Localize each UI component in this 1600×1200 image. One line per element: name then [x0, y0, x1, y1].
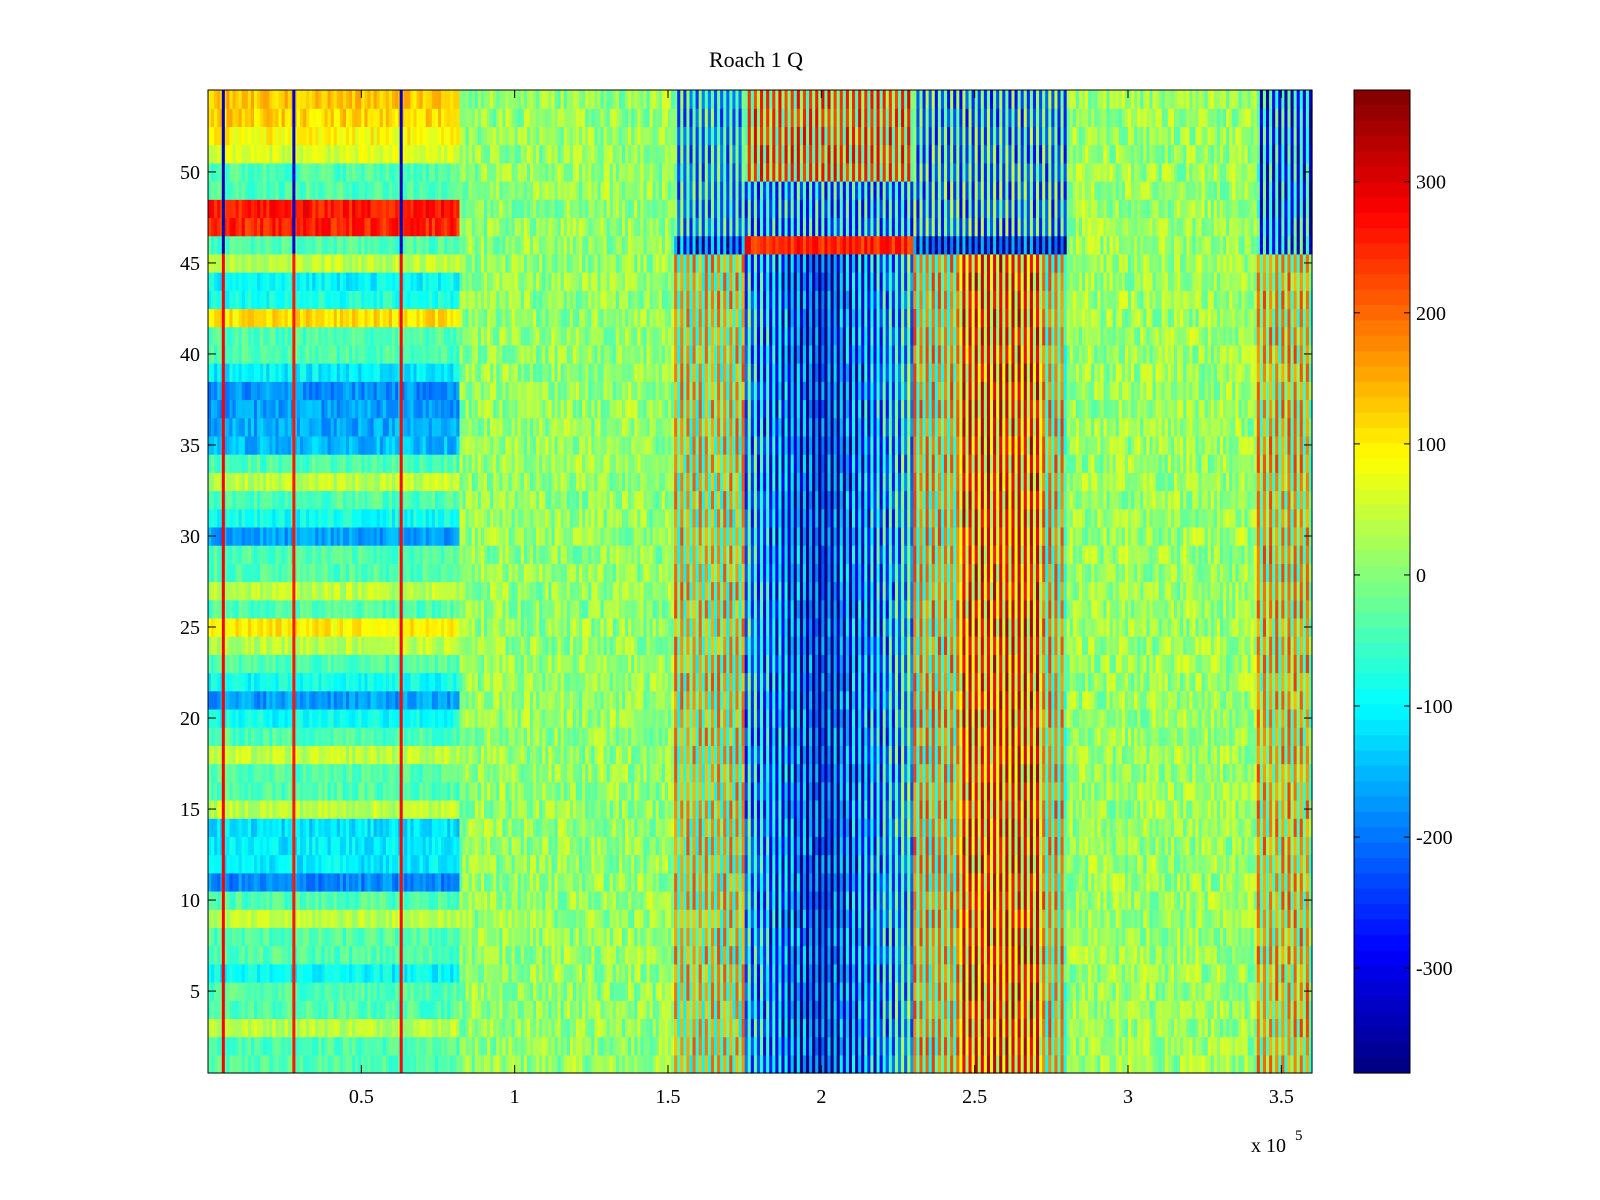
- heatmap-plot-area: [208, 90, 1313, 1074]
- chart-title: Roach 1 Q: [709, 47, 803, 72]
